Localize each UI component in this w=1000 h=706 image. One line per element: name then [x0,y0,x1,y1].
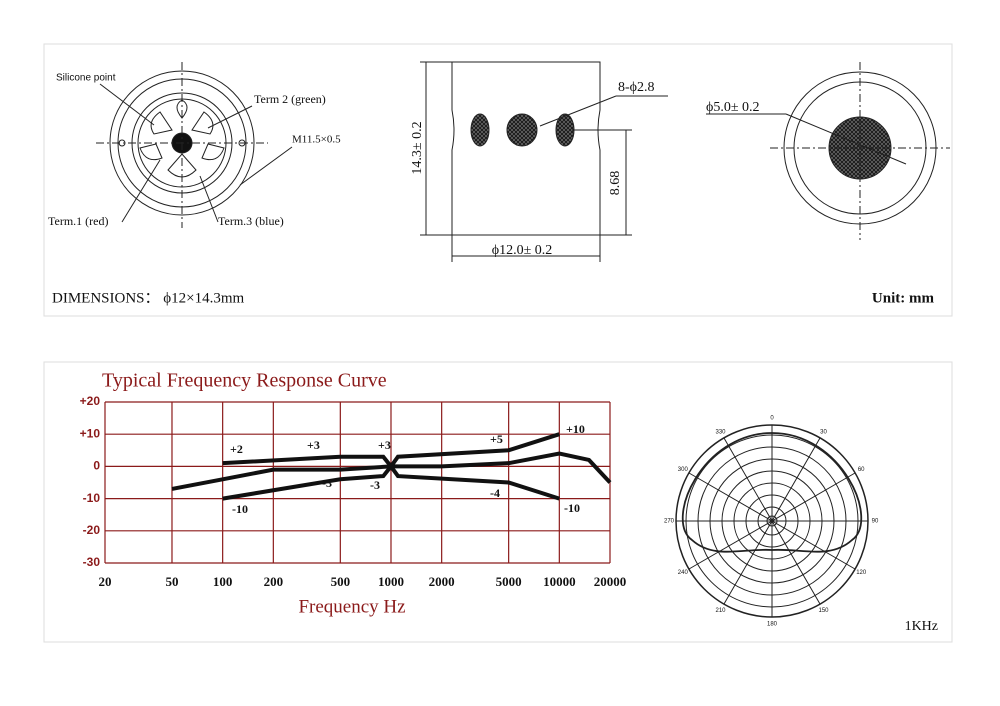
chart-title: Typical Frequency Response Curve [102,370,387,392]
angle-label: 240 [678,570,689,576]
label: Term.3 (blue) [218,214,284,228]
annotation: -4 [490,486,500,500]
y-tick-label: -10 [83,491,101,505]
annotation: +5 [490,432,503,446]
annotation: -10 [232,502,248,516]
y-tick-label: 0 [93,459,100,473]
label: 14.3± 0.2 [410,121,425,174]
annotation: -3 [370,478,380,492]
dimensions-panel [43,43,953,317]
angle-label: 210 [715,608,726,614]
angle-label: 90 [872,519,879,525]
x-tick-label: 20000 [594,574,627,589]
angle-label: 330 [715,429,726,435]
response-curve [389,465,560,501]
angle-label: 150 [818,608,829,614]
annotation: +3 [378,438,391,452]
angle-label: 270 [664,519,675,525]
y-tick-label: -30 [83,555,101,569]
x-tick-label: 500 [331,574,351,589]
response-curve [222,454,393,468]
label: M11.5×0.5 [292,134,341,146]
response-curve [389,432,560,468]
unit: Unit: mm [872,290,935,306]
annotation: +2 [230,442,243,456]
x-tick-label: 1000 [378,574,404,589]
angle-label: 0 [770,416,774,422]
frequency-chart: +20 +10 0 -10 -20 -30 20 50 100 200 500 1000 2000 500… [80,394,627,589]
front-view [96,62,293,228]
annotation: +3 [307,438,320,452]
y-tick-label: +10 [80,426,101,440]
x-tick-label: 200 [264,574,284,589]
angle-label: 300 [678,467,689,473]
label: 8-ϕ2.8 [618,80,655,95]
response-panel [43,361,953,643]
back-view [706,62,950,240]
x-tick-label: 50 [165,574,178,589]
frequency-label: 1KHz [905,619,938,634]
response-curve [222,465,393,501]
label: ϕ12.0± 0.2 [492,243,553,258]
angle-label: 30 [820,429,827,435]
label: Term.1 (red) [48,214,108,228]
annotation: -10 [564,501,580,515]
x-tick-label: 2000 [429,574,455,589]
x-tick-label: 10000 [543,574,576,589]
y-tick-label: -20 [83,523,101,537]
label: Silicone point [56,73,116,84]
response-curve [171,451,612,491]
annotation: -3 [322,476,332,490]
x-tick-label: 20 [99,574,112,589]
polar-plot [675,424,869,618]
polar-labels: 0 30 60 90 120 150 180 210 240 270 300 330 [664,416,879,628]
angle-label: 120 [856,570,867,576]
x-axis-label: Frequency Hz [298,596,405,617]
label: ϕ5.0± 0.2 [706,100,760,115]
x-tick-label: 100 [213,574,233,589]
caption: DIMENSIONS： ϕ12×14.3mm [52,290,245,306]
label: 8.68 [608,171,623,196]
label: Term 2 (green) [254,92,326,106]
y-tick-label: +20 [80,394,101,408]
angle-label: 180 [767,622,778,628]
annotation: +10 [566,422,585,436]
side-view [420,61,668,262]
x-tick-label: 5000 [496,574,522,589]
angle-label: 60 [858,467,865,473]
